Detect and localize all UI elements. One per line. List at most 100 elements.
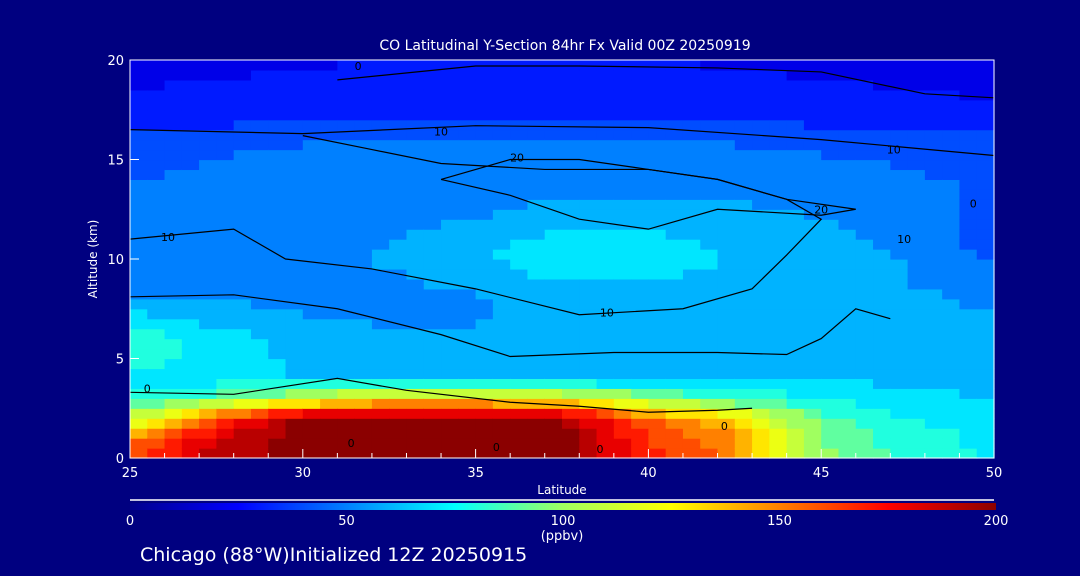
heatmap-cell [510, 278, 529, 290]
heatmap-cell [803, 348, 822, 360]
heatmap-cell [199, 169, 217, 180]
heatmap-cell [233, 408, 252, 419]
heatmap-cell [682, 249, 701, 260]
heatmap-cell [510, 338, 529, 350]
heatmap-cell [907, 428, 926, 439]
heatmap-cell [268, 60, 287, 71]
heatmap-cell [786, 129, 805, 141]
heatmap-cell [423, 69, 442, 81]
heatmap-cell [302, 298, 321, 310]
heatmap-cell [510, 259, 529, 270]
heatmap-cell [855, 109, 874, 121]
heatmap-cell [752, 308, 770, 320]
heatmap-cell [648, 278, 667, 290]
heatmap-cell [544, 79, 563, 91]
heatmap-cell [821, 99, 840, 111]
heatmap-cell [492, 288, 511, 300]
heatmap-cell [492, 149, 511, 161]
heatmap-cell [717, 129, 736, 141]
heatmap-cell [734, 318, 753, 330]
heatmap-cell [613, 298, 632, 310]
heatmap-cell [734, 60, 753, 71]
heatmap-cell [250, 229, 269, 240]
heatmap-cell [320, 139, 338, 151]
heatmap-cell [458, 268, 477, 280]
heatmap-cell [147, 139, 166, 151]
heatmap-cell [786, 169, 805, 180]
heatmap-cell [752, 378, 770, 389]
heatmap-cell [752, 109, 770, 121]
heatmap-cell [855, 119, 874, 131]
heatmap-cell [458, 308, 477, 320]
heatmap-cell [337, 428, 356, 439]
heatmap-cell [337, 129, 356, 141]
heatmap-cell [752, 278, 770, 290]
heatmap-cell [181, 189, 200, 200]
heatmap-cell [492, 129, 511, 141]
heatmap-cell [423, 338, 442, 350]
heatmap-cell [752, 318, 770, 330]
heatmap-cell [147, 318, 166, 330]
heatmap-cell [769, 129, 788, 141]
heatmap-cell [700, 79, 719, 91]
heatmap-cell [406, 139, 425, 151]
heatmap-cell [250, 259, 269, 270]
heatmap-cell [354, 418, 373, 429]
heatmap-cell [769, 89, 788, 101]
heatmap-cell [475, 288, 494, 300]
contour-line-10 [129, 135, 823, 316]
heatmap-cell [562, 189, 580, 200]
contour-label: 0 [721, 420, 728, 433]
heatmap-cell [821, 298, 840, 310]
heatmap-cell [510, 249, 529, 260]
heatmap-cell [976, 388, 995, 399]
heatmap-cell [510, 89, 529, 101]
contour-label: 20 [510, 152, 524, 165]
heatmap-cell [130, 229, 148, 240]
heatmap-cell [855, 169, 874, 180]
heatmap-cell [441, 169, 459, 180]
heatmap-cell [389, 259, 408, 270]
x-tick-label: 25 [122, 466, 139, 481]
heatmap-cell [752, 368, 770, 379]
heatmap-cell [475, 448, 494, 459]
heatmap-cell [769, 438, 788, 449]
heatmap-cell [250, 358, 269, 370]
heatmap-cell [389, 189, 408, 200]
heatmap-cell [890, 129, 909, 141]
heatmap-cell [458, 69, 477, 81]
heatmap-cell [665, 179, 684, 190]
heatmap-cell [423, 298, 442, 310]
heatmap-cell [752, 438, 770, 449]
heatmap-cell [562, 298, 580, 310]
heatmap-cell [924, 69, 943, 81]
heatmap-cell [942, 358, 961, 370]
heatmap-cell [475, 149, 494, 161]
heatmap-cell [233, 239, 252, 250]
heatmap-cell [441, 368, 459, 379]
heatmap-cell [648, 358, 667, 370]
heatmap-cell [181, 199, 200, 210]
heatmap-cell [164, 79, 183, 91]
heatmap-cell [527, 438, 546, 449]
heatmap-cell [147, 259, 166, 270]
heatmap-cell [734, 209, 753, 220]
heatmap-cell [544, 209, 563, 220]
heatmap-cell [285, 189, 304, 200]
heatmap-cell [752, 179, 770, 190]
heatmap-cell [475, 79, 494, 91]
heatmap-cell [233, 438, 252, 449]
heatmap-cell [613, 388, 632, 399]
heatmap-cell [164, 109, 183, 121]
heatmap-cell [320, 358, 338, 370]
heatmap-cell [423, 199, 442, 210]
heatmap-cell [302, 179, 321, 190]
heatmap-cell [959, 79, 978, 91]
heatmap-cell [147, 368, 166, 379]
heatmap-cell [665, 229, 684, 240]
heatmap-cell [769, 149, 788, 161]
heatmap-cell [648, 89, 667, 101]
heatmap-cell [389, 169, 408, 180]
heatmap-cell [803, 318, 822, 330]
heatmap-cell [734, 418, 753, 429]
